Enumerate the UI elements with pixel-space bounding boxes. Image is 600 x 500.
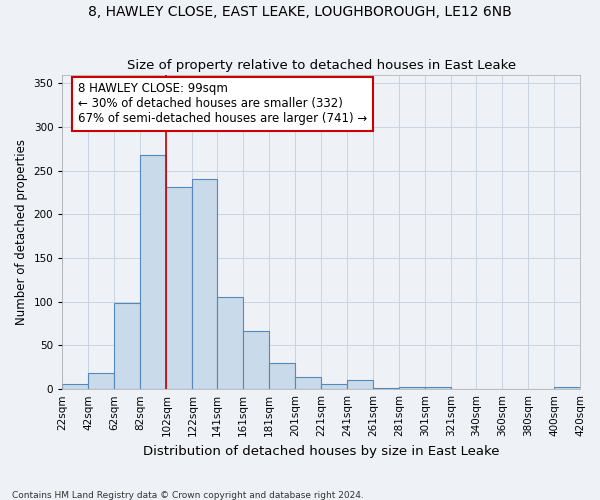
Bar [115,302,140,389]
Bar [373,388,399,389]
Bar [399,386,425,389]
Bar [88,374,115,389]
Bar [140,155,166,389]
Bar [269,363,295,389]
Bar [62,384,88,389]
Bar [243,330,269,389]
Y-axis label: Number of detached properties: Number of detached properties [15,139,28,325]
Text: 8 HAWLEY CLOSE: 99sqm
← 30% of detached houses are smaller (332)
67% of semi-det: 8 HAWLEY CLOSE: 99sqm ← 30% of detached … [78,82,367,126]
Text: 8, HAWLEY CLOSE, EAST LEAKE, LOUGHBOROUGH, LE12 6NB: 8, HAWLEY CLOSE, EAST LEAKE, LOUGHBOROUG… [88,5,512,19]
Bar [295,377,321,389]
Bar [193,178,217,389]
Bar [347,380,373,389]
Bar [425,388,451,389]
Bar [554,388,580,389]
Title: Size of property relative to detached houses in East Leake: Size of property relative to detached ho… [127,59,516,72]
Text: Contains HM Land Registry data © Crown copyright and database right 2024.: Contains HM Land Registry data © Crown c… [12,490,364,500]
Bar [166,188,193,389]
Bar [321,384,347,389]
Bar [217,298,243,389]
X-axis label: Distribution of detached houses by size in East Leake: Distribution of detached houses by size … [143,444,499,458]
